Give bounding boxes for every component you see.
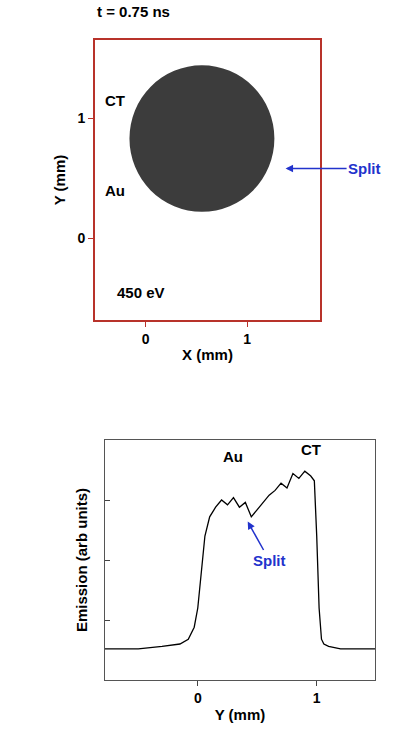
svg-text:0: 0 xyxy=(142,331,150,347)
svg-text:Au: Au xyxy=(105,182,125,199)
svg-text:0: 0 xyxy=(77,230,85,246)
svg-text:t = 0.75 ns: t = 0.75 ns xyxy=(97,3,170,20)
svg-text:1: 1 xyxy=(313,690,321,706)
svg-text:Split: Split xyxy=(348,160,381,177)
svg-text:CT: CT xyxy=(301,441,321,458)
svg-text:Au: Au xyxy=(223,448,243,465)
svg-text:1: 1 xyxy=(77,110,85,126)
svg-text:Y (mm): Y (mm) xyxy=(51,155,68,206)
svg-text:450 eV: 450 eV xyxy=(117,284,165,301)
svg-text:0: 0 xyxy=(194,690,202,706)
svg-text:Y (mm): Y (mm) xyxy=(215,706,266,723)
svg-text:Emission (arb units): Emission (arb units) xyxy=(73,488,90,632)
svg-text:X (mm): X (mm) xyxy=(182,346,233,363)
svg-text:CT: CT xyxy=(105,92,125,109)
svg-text:Split: Split xyxy=(253,552,286,569)
svg-text:1: 1 xyxy=(243,331,251,347)
